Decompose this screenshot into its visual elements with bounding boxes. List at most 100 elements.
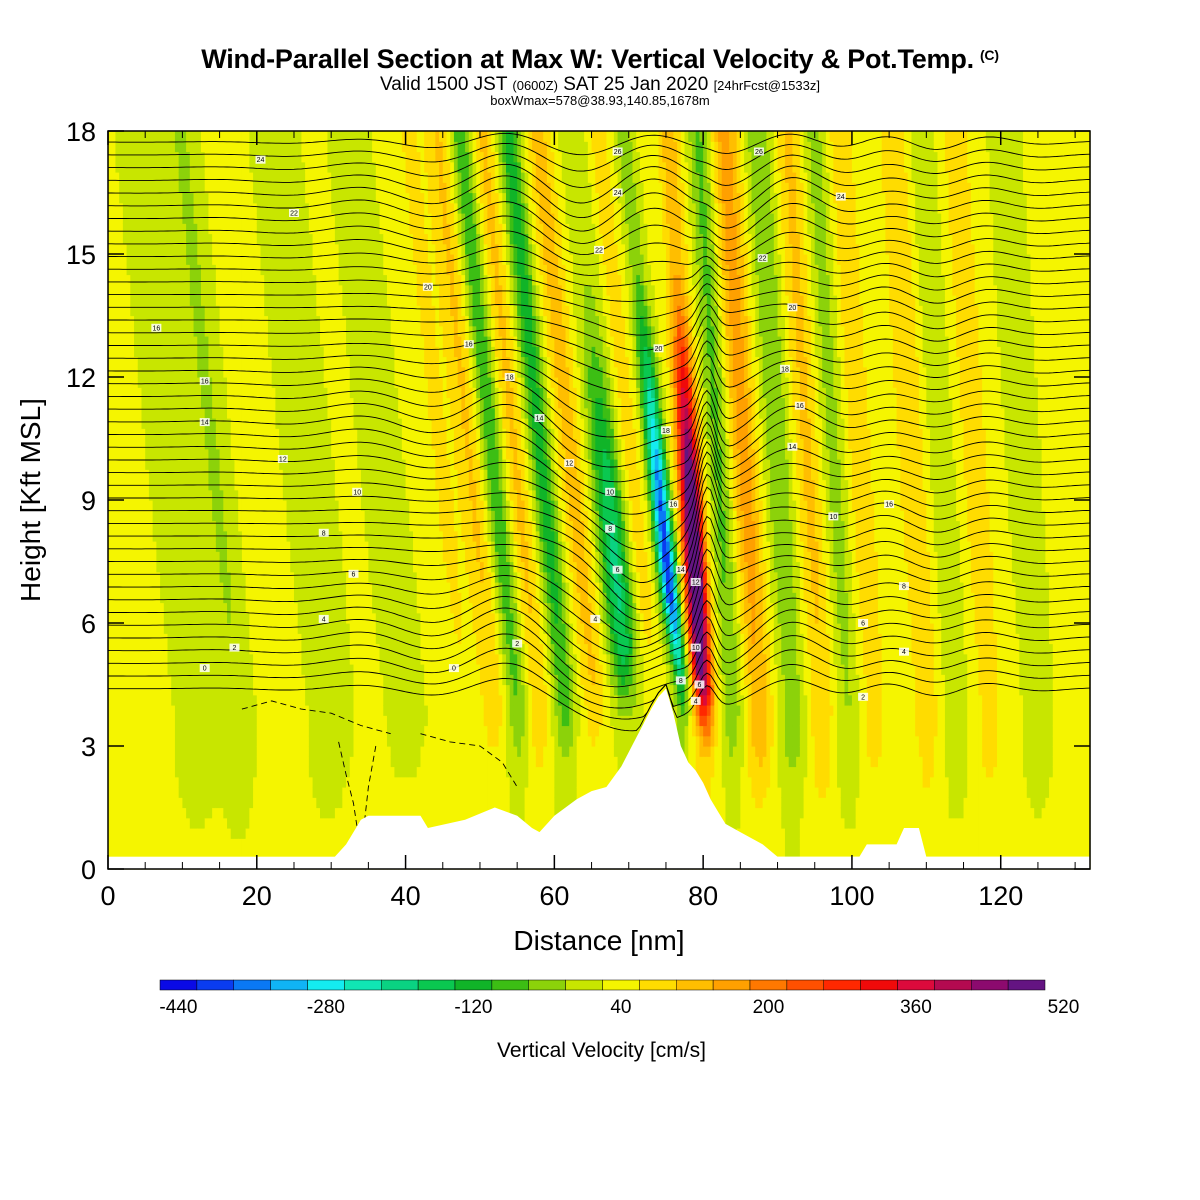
field-cell [138, 131, 142, 142]
field-cell [112, 428, 116, 439]
field-cell [246, 736, 250, 747]
field-cell [115, 726, 119, 737]
field-cell [335, 726, 339, 737]
field-cell [305, 316, 309, 327]
field-cell [283, 162, 287, 173]
field-cell [346, 818, 350, 829]
field-cell [179, 510, 183, 521]
field-cell [223, 193, 227, 204]
field-cell [249, 705, 253, 716]
field-cell [138, 541, 142, 552]
field-cell [264, 346, 268, 357]
field-cell [156, 223, 160, 234]
field-cell [272, 357, 276, 368]
field-cell [115, 695, 119, 706]
field-cell [316, 141, 320, 152]
field-cell [127, 787, 131, 798]
field-cell [208, 316, 212, 327]
field-cell [127, 469, 131, 480]
field-cell [223, 141, 227, 152]
field-cell [272, 715, 276, 726]
field-cell [212, 490, 216, 501]
field-cell [354, 756, 358, 767]
field-cell [141, 346, 145, 357]
field-cell [357, 357, 361, 368]
field-cell [242, 510, 246, 521]
field-cell [145, 521, 149, 532]
field-cell [179, 469, 183, 480]
field-cell [190, 234, 194, 245]
field-cell [205, 367, 209, 378]
field-cell [335, 777, 339, 788]
field-cell [186, 808, 190, 819]
field-cell [171, 141, 175, 152]
field-cell [279, 152, 283, 163]
field-cell [320, 346, 324, 357]
field-cell [138, 613, 142, 624]
field-cell [141, 398, 145, 409]
field-cell [272, 582, 276, 593]
field-cell [134, 500, 138, 511]
field-cell [186, 213, 190, 224]
field-cell [249, 213, 253, 224]
field-cell [309, 746, 313, 757]
field-cell [141, 295, 145, 306]
field-cell [201, 398, 205, 409]
field-cell [234, 459, 238, 470]
field-cell [313, 644, 317, 655]
field-cell [138, 551, 142, 562]
field-cell [130, 316, 134, 327]
field-cell [171, 193, 175, 204]
field-cell [253, 695, 257, 706]
field-cell [190, 746, 194, 757]
field-cell [164, 818, 168, 829]
field-cell [272, 551, 276, 562]
field-cell [216, 398, 220, 409]
field-cell [175, 459, 179, 470]
field-cell [197, 500, 201, 511]
field-cell [216, 767, 220, 778]
field-cell [186, 264, 190, 275]
field-cell [249, 377, 253, 388]
field-cell [313, 244, 317, 255]
field-cell [301, 562, 305, 573]
field-cell [138, 193, 142, 204]
field-cell [141, 767, 145, 778]
field-cell [164, 428, 168, 439]
field-cell [208, 449, 212, 460]
field-cell [294, 162, 298, 173]
field-cell [156, 603, 160, 614]
field-cell [253, 715, 257, 726]
field-cell [309, 305, 313, 316]
field-cell [327, 141, 331, 152]
field-cell [346, 490, 350, 501]
field-cell [145, 838, 149, 849]
field-cell [145, 613, 149, 624]
field-cell [361, 305, 365, 316]
field-cell [249, 808, 253, 819]
field-cell [197, 316, 201, 327]
field-cell [301, 818, 305, 829]
field-cell [264, 828, 268, 839]
field-cell [357, 767, 361, 778]
field-cell [339, 726, 343, 737]
field-cell [268, 213, 272, 224]
field-cell [171, 736, 175, 747]
field-cell [115, 449, 119, 460]
field-cell [227, 367, 231, 378]
field-cell [327, 428, 331, 439]
field-cell [253, 674, 257, 685]
field-cell [212, 172, 216, 183]
field-cell [194, 346, 198, 357]
field-cell [294, 808, 298, 819]
field-cell [194, 797, 198, 808]
field-cell [179, 521, 183, 532]
field-cell [205, 398, 209, 409]
field-cell [290, 439, 294, 450]
field-cell [268, 633, 272, 644]
field-cell [234, 295, 238, 306]
field-cell [186, 726, 190, 737]
field-cell [346, 756, 350, 767]
field-cell [208, 644, 212, 655]
field-cell [357, 141, 361, 152]
